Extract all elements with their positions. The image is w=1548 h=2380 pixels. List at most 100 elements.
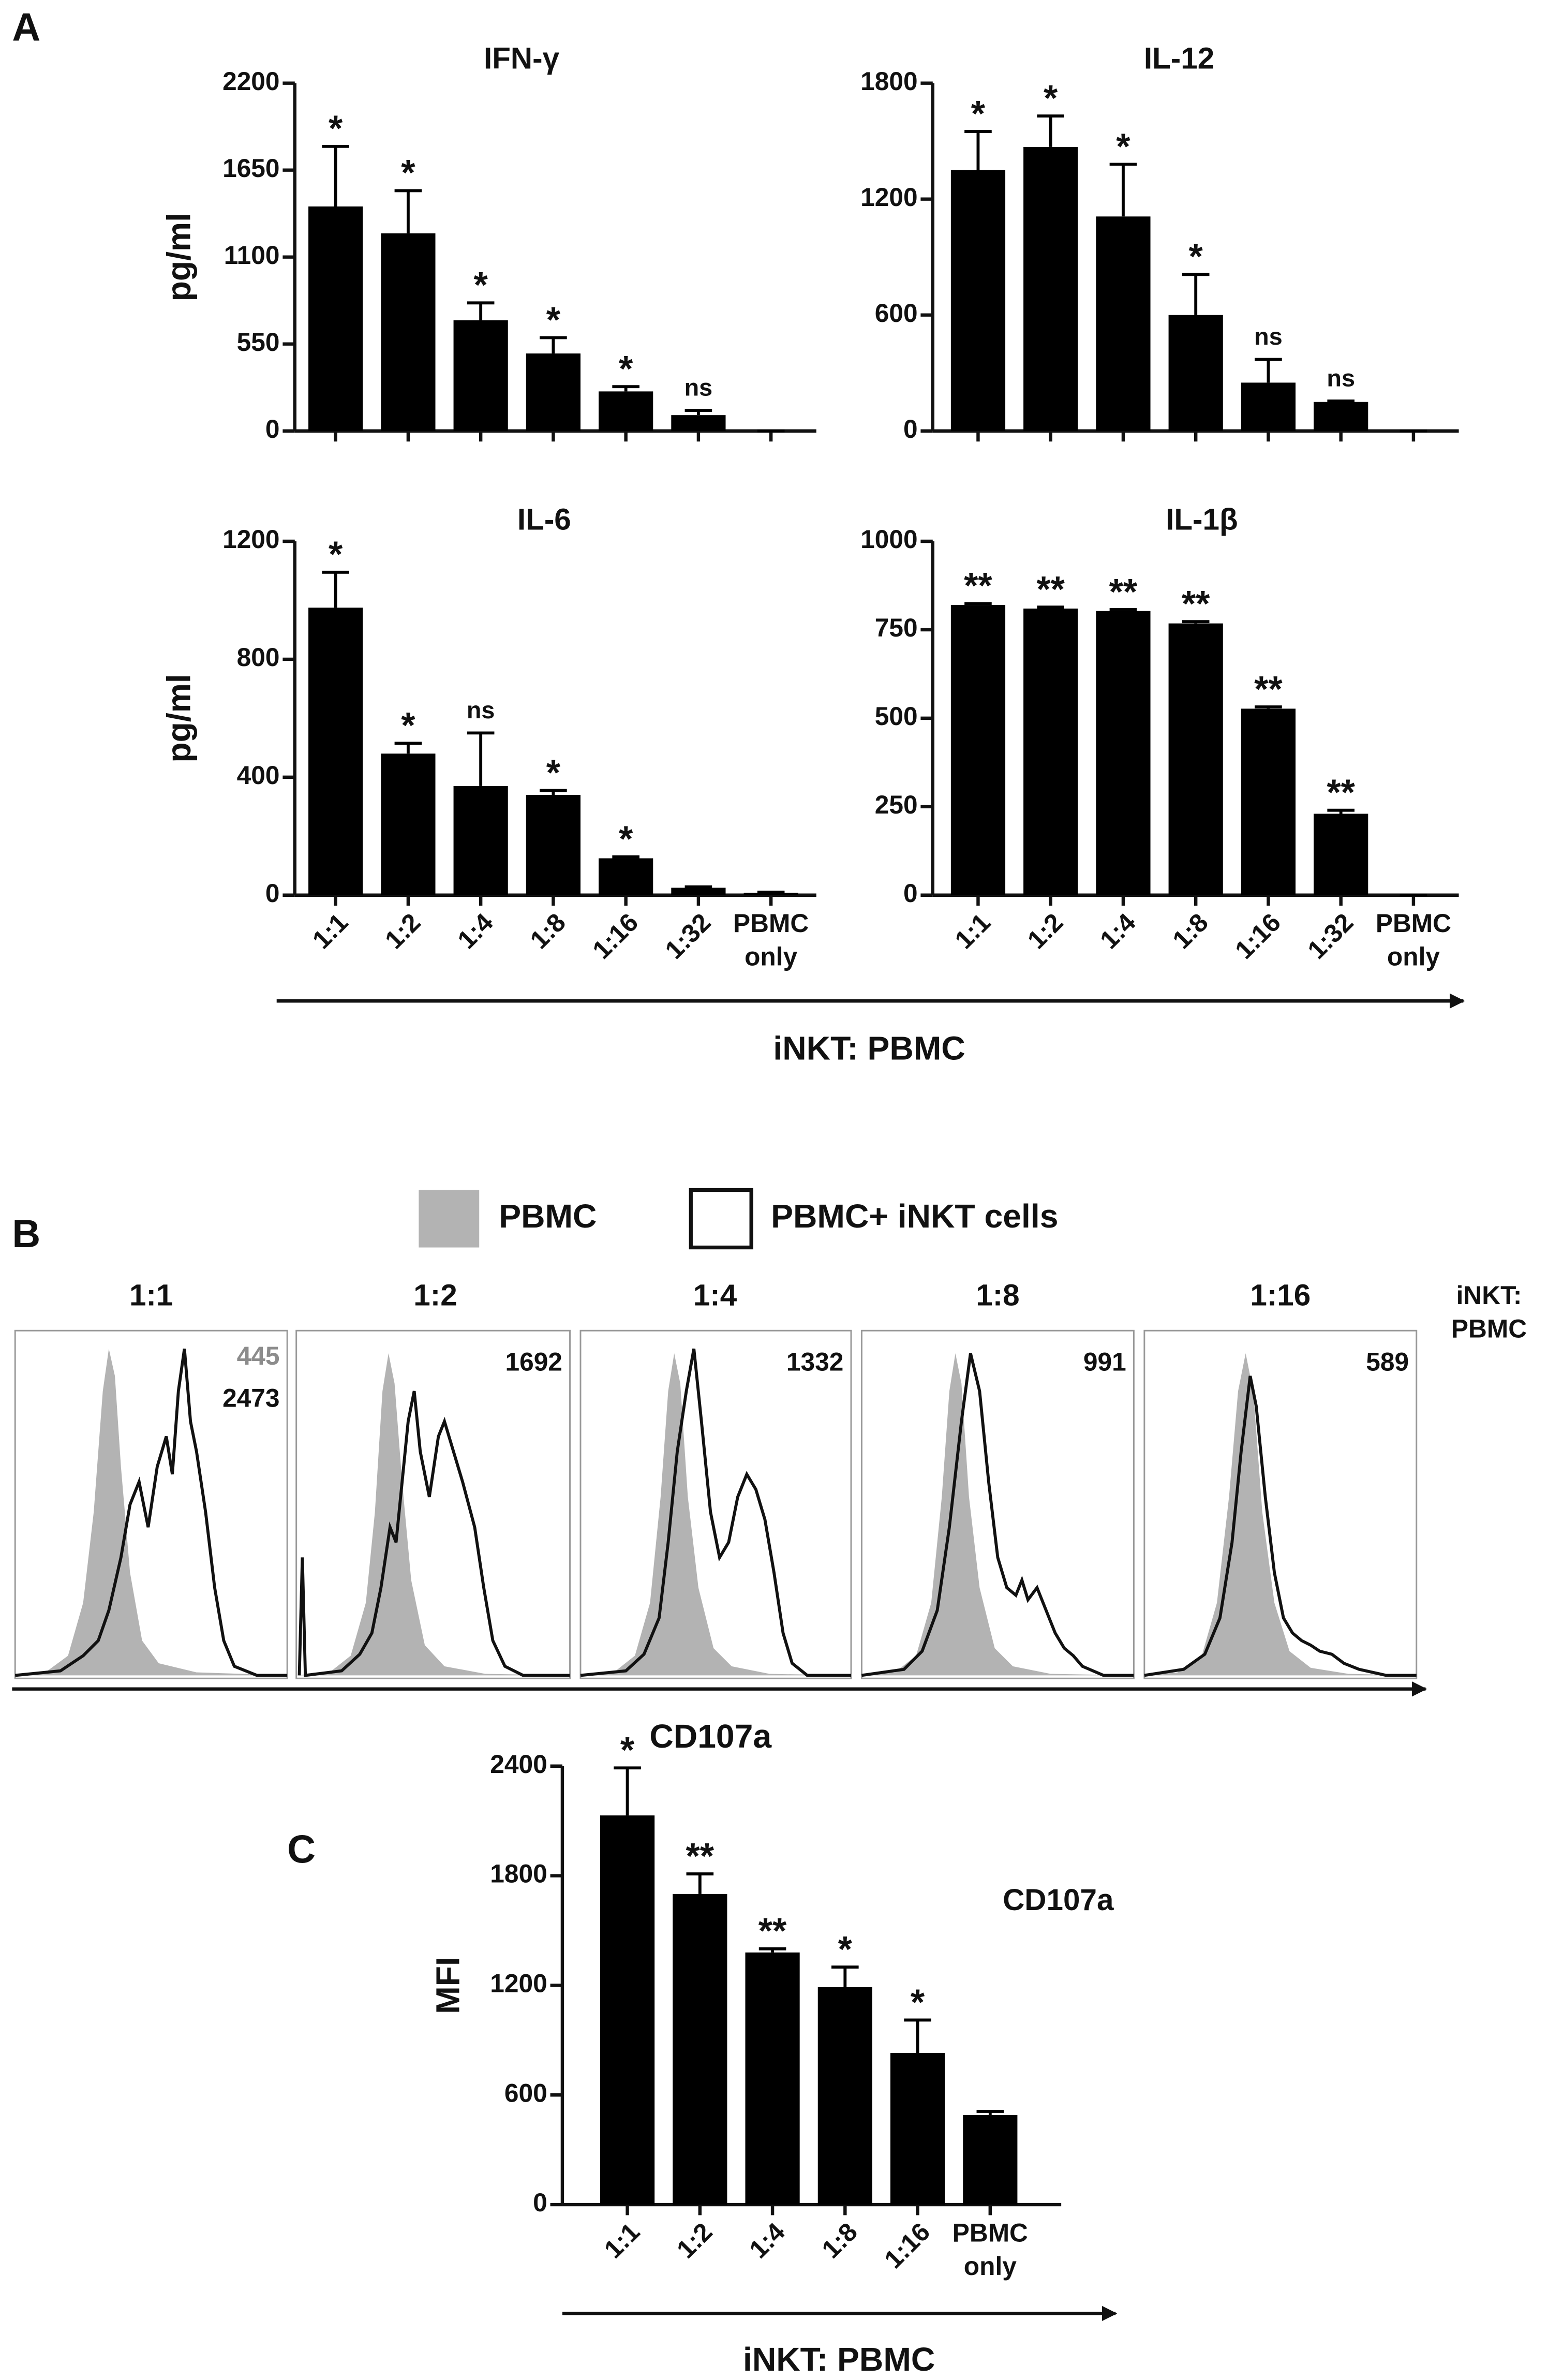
mfi-label: 991 [1083,1348,1126,1377]
x-tick-label: 1:32 [1302,908,1359,965]
error-bar [467,731,495,786]
error-bar [1109,608,1137,611]
significance-label: ** [1109,571,1138,612]
bar [745,1952,800,2205]
error-bar [1037,114,1064,147]
y-tick-label: 0 [265,415,280,444]
bar [1314,402,1368,431]
bar [308,206,363,431]
x-axis-label: iNKT: PBMC [743,2341,935,2378]
significance-label: ns [1327,364,1355,391]
legend-swatch [419,1190,480,1248]
y-tick-label: 0 [903,879,918,908]
histogram: 991 [861,1329,1135,1679]
error-bar [976,2110,1004,2116]
error-bar [540,336,567,354]
mfi-label: 1692 [505,1348,562,1377]
y-tick-label: 250 [875,790,918,819]
chart-title: CD107a [1003,1883,1114,1917]
y-tick-label: 0 [903,415,918,444]
x-tick-label: 1:16 [879,2217,935,2274]
bar [1241,708,1296,895]
bar [950,605,1006,895]
bar [1023,146,1078,431]
legend-swatch [689,1188,753,1250]
error-bar [831,1965,859,1987]
y-tick-label: 800 [237,643,280,672]
significance-label: * [1189,236,1203,277]
significance-label: * [619,819,633,859]
significance-label: ** [1182,584,1210,624]
x-tick-label: 1:1 [599,2217,645,2264]
mfi-label: 1332 [786,1348,843,1377]
x-tick-label: 1:32 [660,908,717,965]
legend-label: PBMC [499,1198,597,1235]
bar [1241,382,1296,431]
significance-label: ns [684,374,713,401]
bar [599,858,653,895]
error-bar [904,2018,931,2053]
mfi-label: 589 [1366,1348,1409,1377]
chart-title: IFN-γ [484,41,560,75]
significance-label: * [1044,78,1058,118]
error-bar [1327,808,1354,814]
y-tick-label: 500 [875,702,918,731]
panel-label: C [287,1827,316,1871]
error-bar [467,301,495,320]
bar [1168,623,1223,895]
significance-label: ** [1036,569,1065,609]
y-tick-label: 750 [875,613,918,642]
error-bar [1255,358,1282,383]
bar [1096,216,1151,431]
panel-title: 1:2 [413,1278,457,1312]
bar [453,786,508,895]
panel-title: 1:16 [1250,1278,1311,1312]
bar [308,608,363,895]
error-bar [964,602,992,605]
significance-label: ** [758,1911,787,1951]
x-tick-label: 1:16 [587,908,644,965]
bar [453,320,508,431]
x-tick-label: 1:1 [307,908,353,954]
significance-label: * [911,1982,925,2022]
bar [600,1815,655,2205]
error-bar [394,189,422,233]
significance-label: * [971,93,986,134]
bar [526,795,581,895]
y-tick-label: 1000 [860,525,917,554]
bar [671,415,726,431]
x-tick-label: PBMC only [1376,909,1451,971]
error-bar [684,409,712,416]
bar [743,893,798,895]
y-tick-label: 1800 [860,67,917,96]
error-bar [1182,273,1210,315]
significance-label: * [401,705,415,746]
significance-label: ns [467,697,495,723]
error-bar [394,742,422,754]
bar [673,1894,727,2205]
y-axis-label: pg/ml [160,213,198,301]
y-tick-label: 600 [875,299,918,328]
legend-label: PBMC+ iNKT cells [771,1198,1058,1235]
panel-label: A [12,5,40,49]
x-tick-label: 1:8 [816,2217,863,2264]
chart-title: IL-12 [1144,41,1214,75]
y-tick-label: 1200 [222,525,279,554]
error-bar [1182,620,1210,624]
y-tick-label: 1650 [222,154,279,183]
significance-label: ** [686,1836,715,1876]
x-tick-label: 1:2 [1022,908,1068,954]
mfi-label: 445 [237,1341,280,1370]
significance-label: * [620,1730,635,1770]
error-bar [612,855,639,859]
histogram: 589 [1143,1329,1418,1679]
bar [671,888,726,895]
error-bar [1255,705,1282,709]
x-tick-label: PBMC only [952,2219,1028,2281]
significance-label: * [619,348,633,389]
error-bar [322,144,349,206]
significance-label: * [838,1929,853,1969]
significance-label: * [1116,126,1130,167]
x-tick-label: 1:8 [1167,908,1213,954]
